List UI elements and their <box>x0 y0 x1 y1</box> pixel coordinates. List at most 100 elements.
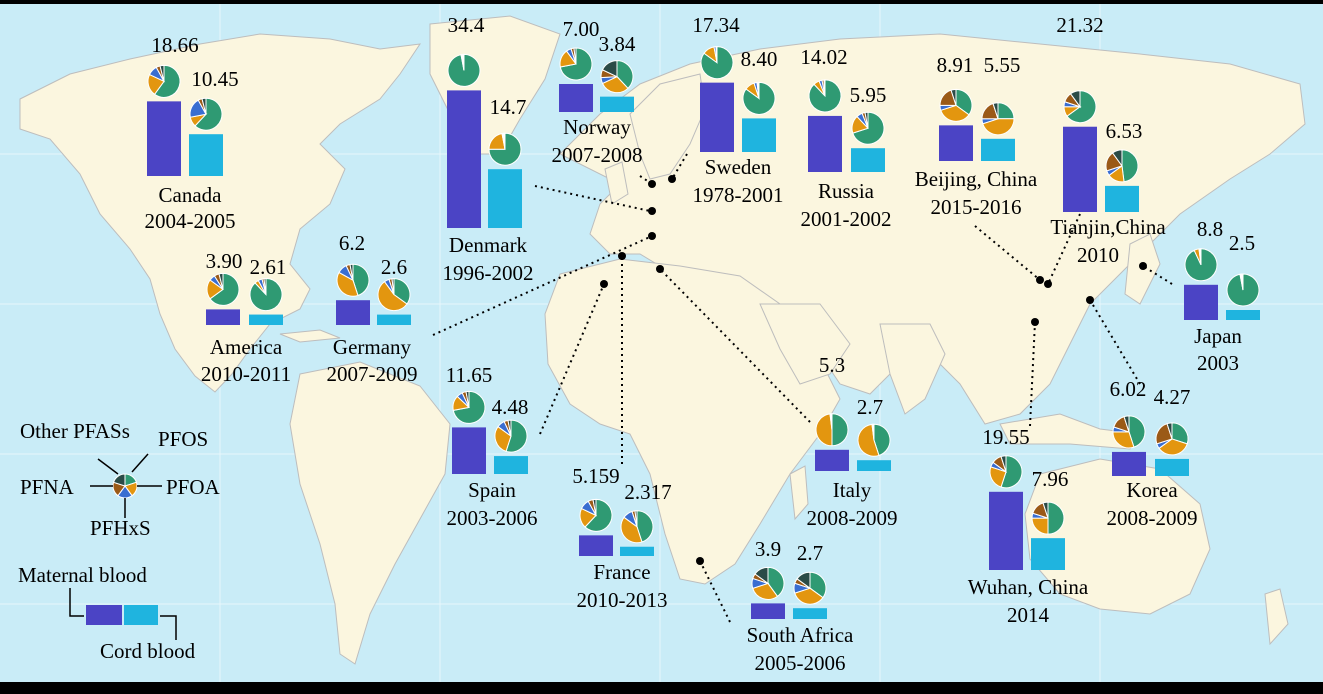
legend-maternal-label: Maternal blood <box>18 563 147 587</box>
denmark-maternal-pie-slice-pfna <box>462 53 465 71</box>
legend-pfna: PFNA <box>20 475 75 499</box>
australia <box>1024 458 1211 615</box>
korea-cord-value: 4.27 <box>1154 385 1191 409</box>
new-zealand <box>1264 588 1289 646</box>
norway-maternal-pie <box>559 47 593 81</box>
italy-cord-pie <box>857 423 891 457</box>
africa <box>544 258 841 585</box>
norway-years: 2007-2008 <box>552 143 643 167</box>
japan-name: Japan <box>1194 324 1242 348</box>
denmark-cord-pie-slice-other-pfass <box>503 132 506 150</box>
italy-cord-pie-slice-pfos <box>873 423 891 457</box>
russia-name: Russia <box>818 179 875 203</box>
japan-maternal-pie <box>1184 248 1218 282</box>
north-america <box>19 33 422 393</box>
germany-maternal-bar <box>336 300 370 325</box>
tianjin-name: Tianjin,China <box>1050 215 1166 239</box>
korea-name: Korea <box>1126 478 1178 502</box>
korea-years: 2008-2009 <box>1107 506 1198 530</box>
tianjin-cord-pie-slice-pfos <box>1121 149 1139 183</box>
denmark-cord-value: 14.7 <box>490 95 527 119</box>
study-denmark: 34.4 14.7 Denmark 1996-2002 <box>443 13 534 285</box>
study-beijing: 8.91 5.55 Beijing, China 2015-2016 <box>915 53 1038 219</box>
japan-cord-value: 2.5 <box>1229 231 1255 255</box>
beijing-maternal-pie-slice-pfoa <box>940 104 970 122</box>
russia-maternal-value: 14.02 <box>800 45 847 69</box>
canada-cord-value: 10.45 <box>191 67 238 91</box>
germany-maternal-pie-slice-pfoa <box>336 271 359 297</box>
spain-maternal-value: 11.65 <box>446 363 492 387</box>
spain-cord-pie <box>494 419 528 453</box>
denmark-cord-pie <box>488 132 522 166</box>
italy-maternal-pie <box>815 413 849 447</box>
russia-cord-pie-slice-other-pfass <box>864 111 869 129</box>
study-russia: 14.025.95 Russia 2001-2002 <box>800 45 891 231</box>
america-maternal-pie-slice-other-pfass <box>218 272 224 290</box>
tianjin-cord-value: 6.53 <box>1106 119 1143 143</box>
denmark-maternal-pie-slice-pfos <box>447 53 481 87</box>
legend-cord-label: Cord blood <box>100 639 196 663</box>
canada-maternal-value: 18.66 <box>151 33 198 57</box>
norway-maternal-pie-slice-other-pfass <box>573 47 577 65</box>
canada-name: Canada <box>159 183 223 207</box>
southafrica-cord-pie-slice-pfoa <box>794 587 824 605</box>
germany-cord-pie <box>377 278 411 312</box>
korea-cord-pie-slice-pfos <box>1171 422 1189 445</box>
germany-maternal-value: 6.2 <box>339 231 365 255</box>
wuhan-maternal-pie-slice-other-pfass <box>1000 455 1007 472</box>
study-japan: 8.82.5 Japan 2003 <box>1184 217 1260 375</box>
canada-cord-pie-slice-other-pfass <box>201 97 207 115</box>
spain-cord-pie-slice-other-pfass <box>507 419 512 437</box>
italy-maternal-bar <box>815 449 849 471</box>
beijing-cord-pie-slice-other-pfass <box>992 102 999 119</box>
wuhan-maternal-pie <box>989 455 1023 489</box>
study-tianjin: 21.32 6.53 Tianjin,China 2010 <box>1050 13 1166 267</box>
denmark-years: 1996-2002 <box>443 261 534 285</box>
study-america: 3.90 2.61 America 2010-2011 <box>201 249 291 386</box>
southafrica-maternal-pie-slice-other-pfass <box>754 566 769 585</box>
beijing-maternal-bar <box>939 125 973 161</box>
legend-cord-swatch <box>124 605 158 625</box>
legend-pie-swatch <box>112 473 138 499</box>
france-maternal-pie-slice-pfos <box>584 498 613 532</box>
legend: Other PFASs PFOS PFOA PFHxS PFNA Materna… <box>18 419 221 663</box>
spain-cord-value: 4.48 <box>492 395 529 419</box>
sweden-maternal-pie <box>700 46 734 80</box>
america-maternal-value: 3.90 <box>206 249 243 273</box>
america-maternal-pie-slice-pfos <box>209 272 240 306</box>
denmark-maternal-pie <box>447 53 481 87</box>
russia-cord-value: 5.95 <box>850 83 887 107</box>
caribbean <box>279 329 341 343</box>
korea-cord-pie <box>1155 422 1189 456</box>
canada-maternal-pie-slice-pfos <box>153 64 181 98</box>
beijing-maternal-pie <box>939 88 973 122</box>
southafrica-maternal-bar <box>751 603 785 619</box>
great-britain <box>604 161 629 205</box>
russia-years: 2001-2002 <box>801 207 892 231</box>
tianjin-cord-pie-slice-other-pfass <box>1111 149 1123 168</box>
sweden-maternal-bar <box>700 82 734 152</box>
france-cord-pie-slice-other-pfass <box>634 510 638 527</box>
norway-cord-pie-slice-pfos <box>616 60 634 90</box>
canada-cord-bar <box>189 134 223 176</box>
beijing-maternal-value: 8.91 <box>937 53 974 77</box>
southafrica-cord-pie-slice-other-pfass <box>796 571 811 590</box>
spain-maternal-pie-slice-other-pfass <box>465 390 470 408</box>
arabian-peninsula <box>759 303 851 385</box>
study-wuhan: 19.557.96 Wuhan, China 2014 <box>968 425 1089 627</box>
sweden-name: Sweden <box>705 155 772 179</box>
sweden-maternal-value: 17.34 <box>692 13 740 37</box>
italy-maternal-pie-slice-pfos <box>831 413 849 447</box>
legend-pfhxs: PFHxS <box>90 516 151 540</box>
france-cord-pie-slice-pfoa <box>620 516 643 544</box>
germany-cord-value: 2.6 <box>381 255 407 279</box>
beijing-maternal-pie-slice-other-pfass <box>950 88 957 106</box>
america-cord-pie <box>249 278 283 312</box>
spain-cord-pie-slice-pfoa <box>494 425 512 452</box>
denmark-maternal-bar <box>447 90 481 229</box>
tianjin-maternal-pie <box>1063 90 1097 124</box>
southafrica-cord-value: 2.7 <box>797 541 823 565</box>
southafrica-maternal-pie <box>751 566 785 600</box>
